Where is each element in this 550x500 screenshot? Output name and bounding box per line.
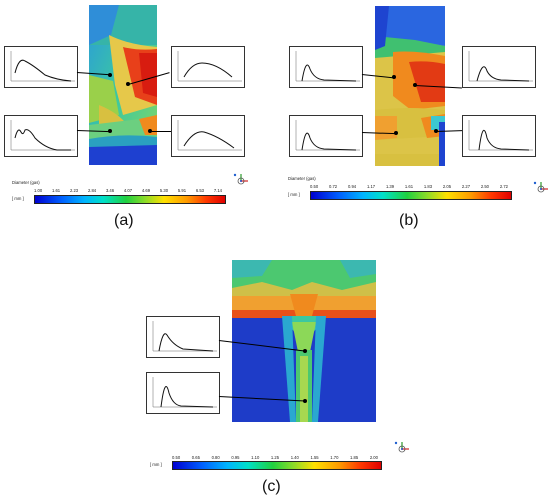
legend-tick: 1.10 — [251, 455, 260, 460]
distribution-plot-b-top-right — [462, 46, 536, 88]
distribution-plot-b-bottom-left — [289, 115, 363, 157]
distribution-plot-c-bottom — [146, 372, 220, 414]
legend-tick: 7.14 — [213, 188, 222, 193]
legend-tick: 2.72 — [499, 184, 508, 189]
legend-tick: 1.17 — [366, 184, 376, 189]
legend-tick: 0.65 — [191, 455, 200, 460]
probe-point — [108, 129, 112, 133]
legend-tick: 5.30 — [159, 188, 169, 193]
legend-tick: 1.55 — [310, 455, 319, 460]
legend-title: Diameter (gas) — [288, 176, 316, 181]
distribution-plot-a-top-right — [171, 46, 245, 88]
legend-tick: 1.00 — [34, 188, 43, 193]
probe-point — [434, 129, 438, 133]
probe-point — [108, 73, 112, 77]
caption-c: (c) — [262, 478, 281, 495]
probe-point — [126, 82, 130, 86]
distribution-plot-b-top-left — [289, 46, 363, 88]
legend-tick: 3.46 — [105, 188, 115, 193]
legend-tick: 0.50 — [310, 184, 319, 189]
probe-point — [303, 399, 307, 403]
legend-color-bar — [172, 461, 382, 470]
distribution-plot-c-top — [146, 316, 220, 358]
probe-point — [303, 349, 307, 353]
legend-tick: 0.80 — [211, 455, 220, 460]
legend-tick: 0.72 — [328, 184, 338, 189]
legend-tick: 2.05 — [442, 184, 452, 189]
legend-unit: [ mm ] — [288, 192, 300, 197]
legend-tick: 4.07 — [123, 188, 133, 193]
legend-tick: 1.83 — [423, 184, 433, 189]
legend-color-bar — [310, 191, 512, 200]
legend-tick: 1.61 — [51, 188, 61, 193]
legend-tick: 2.50 — [480, 184, 490, 189]
legend-ticks: 0.50 0.65 0.80 0.95 1.10 1.25 1.40 1.55 … — [172, 455, 378, 460]
axis-triad-icon — [393, 440, 411, 458]
legend-tick: 0.95 — [231, 455, 240, 460]
legend-tick: 2.23 — [69, 188, 79, 193]
cfd-contour-c — [232, 260, 376, 422]
legend-color-bar — [34, 195, 226, 204]
leader-line — [150, 131, 171, 132]
legend-tick: 6.53 — [195, 188, 205, 193]
color-legend-c: 0.50 0.65 0.80 0.95 1.10 1.25 1.40 1.55 … — [148, 448, 388, 474]
legend-title: Diameter (gas) — [12, 180, 40, 185]
caption-a: (a) — [114, 212, 134, 229]
legend-tick: 1.39 — [385, 184, 395, 189]
legend-tick: 1.61 — [404, 184, 414, 189]
legend-tick: 1.70 — [330, 455, 339, 460]
legend-tick: 2.84 — [87, 188, 97, 193]
distribution-plot-a-bottom-right — [171, 115, 245, 157]
legend-tick: 1.40 — [290, 455, 299, 460]
leader-line — [436, 130, 463, 132]
cfd-contour-b — [375, 6, 445, 166]
color-legend-a: Diameter (gas) 1.00 1.61 2.23 2.84 3.46 … — [10, 180, 250, 210]
probe-point — [392, 75, 396, 79]
distribution-plot-a-top-left — [4, 46, 78, 88]
axis-triad-icon — [232, 172, 250, 190]
probe-point — [394, 131, 398, 135]
legend-unit: [ mm ] — [12, 196, 24, 201]
legend-tick: 0.50 — [172, 455, 181, 460]
axis-triad-icon — [532, 180, 550, 198]
legend-tick: 1.85 — [350, 455, 359, 460]
legend-tick: 1.25 — [270, 455, 280, 460]
legend-tick: 5.91 — [177, 188, 187, 193]
legend-tick: 2.00 — [369, 455, 378, 460]
legend-unit: [ mm ] — [150, 462, 162, 467]
legend-tick: 2.27 — [461, 184, 471, 189]
legend-ticks: 0.50 0.72 0.94 1.17 1.39 1.61 1.83 2.05 … — [310, 184, 508, 189]
cfd-contour-a — [89, 5, 157, 165]
legend-ticks: 1.00 1.61 2.23 2.84 3.46 4.07 4.69 5.30 … — [34, 188, 222, 193]
probe-point — [148, 129, 152, 133]
distribution-plot-b-bottom-right — [462, 115, 536, 157]
legend-tick: 0.94 — [347, 184, 357, 189]
probe-point — [413, 83, 417, 87]
distribution-plot-a-bottom-left — [4, 115, 78, 157]
color-legend-b: Diameter (gas) 0.50 0.72 0.94 1.17 1.39 … — [286, 176, 526, 206]
legend-tick: 4.69 — [141, 188, 151, 193]
caption-b: (b) — [399, 212, 419, 229]
